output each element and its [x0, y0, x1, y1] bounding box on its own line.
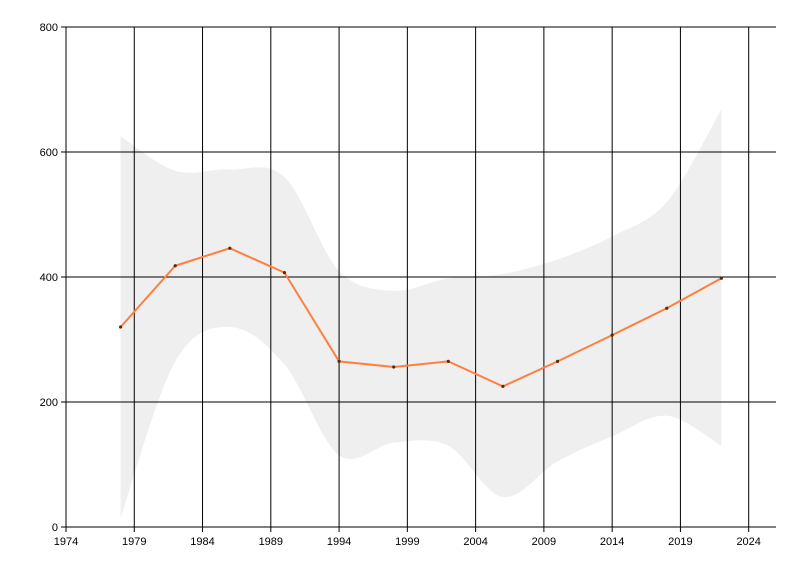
- data-point: [392, 365, 396, 369]
- x-tick-label: 2004: [463, 536, 487, 548]
- data-point: [228, 246, 232, 250]
- data-point: [665, 306, 669, 310]
- data-point: [719, 276, 723, 280]
- series-layer: [119, 246, 723, 388]
- confidence-band: [120, 109, 722, 518]
- data-point: [282, 271, 287, 275]
- axis-layer: [61, 26, 776, 532]
- tick-label-layer: 1974 1979 1984 1989 1994 1999 2004 2009 2014 2019…: [40, 22, 761, 548]
- data-point: [119, 325, 123, 329]
- confidence-band-layer: [120, 109, 722, 518]
- x-tick-label: 1974: [54, 536, 78, 548]
- x-tick-label: 2024: [736, 536, 760, 548]
- series-line: [119, 247, 722, 388]
- data-point: [501, 384, 505, 388]
- grid-layer: [66, 26, 776, 527]
- y-tick-label: 200: [40, 397, 58, 409]
- data-point: [173, 264, 177, 268]
- y-tick-label: 400: [40, 272, 58, 284]
- data-point: [555, 359, 560, 363]
- x-tick-label: 1979: [122, 536, 146, 548]
- x-tick-label: 2009: [532, 536, 556, 548]
- x-tick-label: 1994: [327, 536, 351, 548]
- x-tick-label: 1989: [259, 536, 283, 548]
- x-tick-label: 2019: [668, 536, 692, 548]
- x-tick-label: 2014: [600, 536, 624, 548]
- data-point: [337, 359, 341, 363]
- data-point: [446, 359, 450, 363]
- x-tick-label: 1984: [190, 536, 214, 548]
- y-tick-label: 600: [40, 147, 58, 159]
- data-point: [610, 333, 614, 337]
- y-tick-label: 0: [52, 522, 58, 534]
- x-tick-label: 1999: [395, 536, 419, 548]
- y-tick-label: 800: [40, 22, 58, 34]
